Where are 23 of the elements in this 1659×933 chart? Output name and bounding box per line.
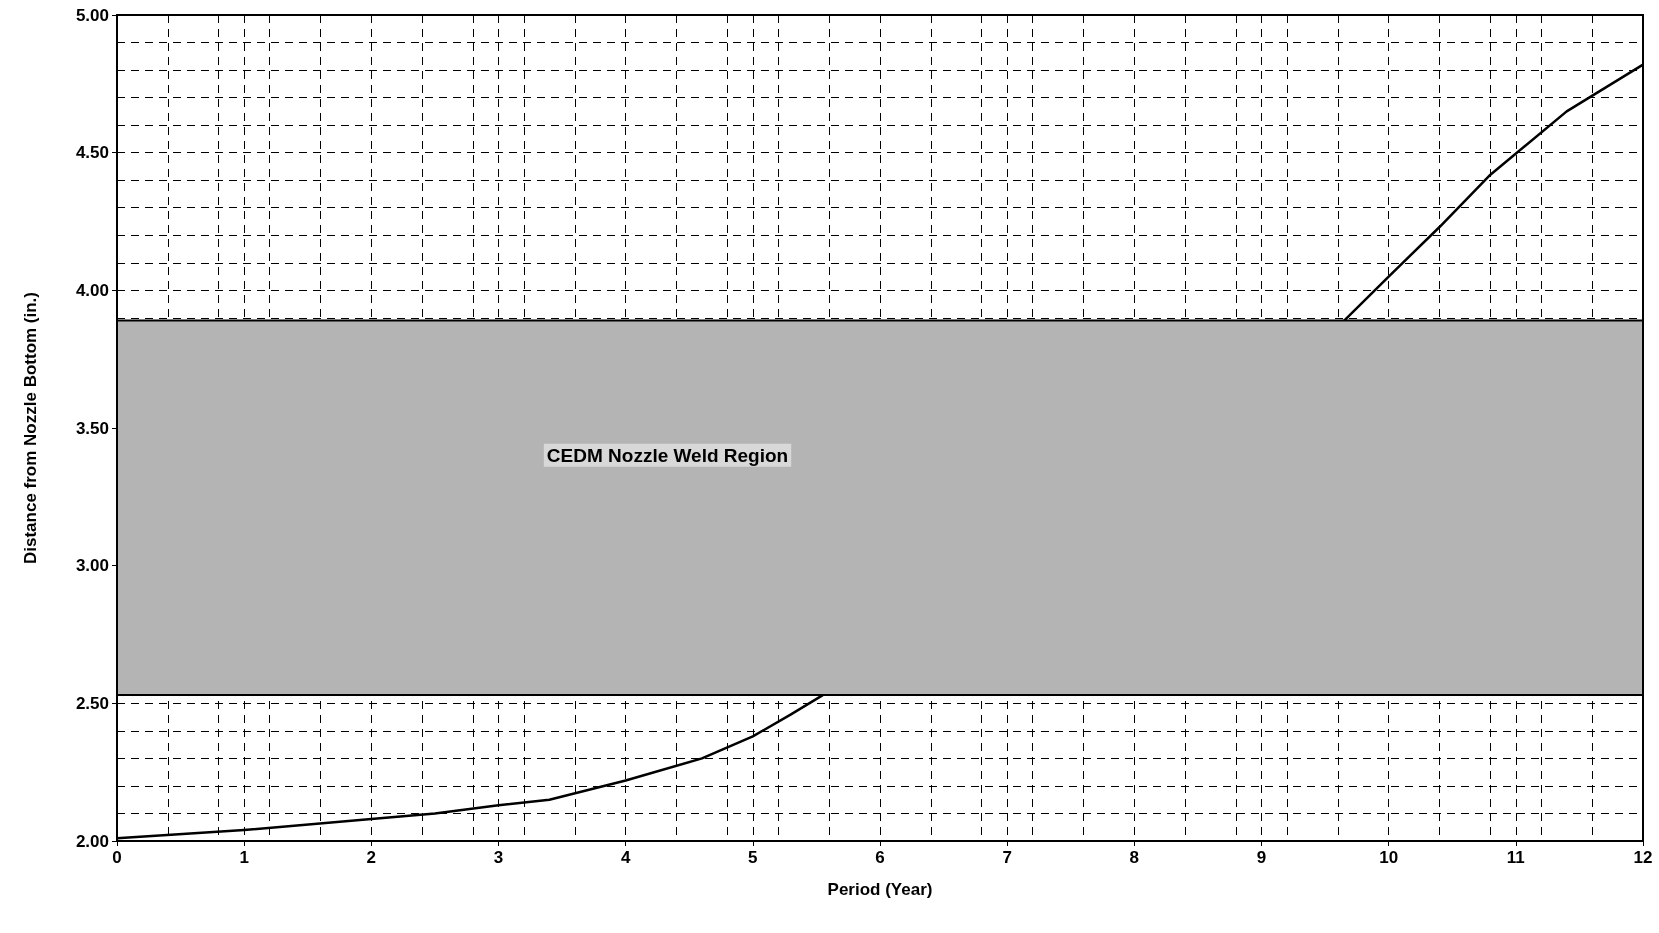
x-tick-label: 6 — [875, 848, 885, 867]
x-tick-label: 3 — [493, 848, 504, 867]
x-tick-label: 8 — [1129, 848, 1140, 867]
x-tick-label: 0 — [112, 848, 122, 867]
y-tick-label: 2.50 — [75, 693, 109, 713]
y-tick-label: 2.00 — [75, 831, 109, 851]
x-tick-label: 11 — [1506, 848, 1525, 867]
y-tick-label: 3.50 — [75, 418, 109, 438]
y-tick-label: 3.00 — [75, 556, 109, 576]
y-tick-label: 4.50 — [75, 143, 109, 163]
x-tick-label: 2 — [366, 848, 377, 867]
band-label: CEDM Nozzle Weld Region — [546, 444, 789, 466]
x-axis-title: Period (Year) — [827, 880, 933, 899]
x-tick-label: 10 — [1379, 848, 1399, 867]
y-tick-label: 4.00 — [75, 280, 109, 300]
y-axis-title: Distance from Nozzle Bottom (in.) — [21, 291, 40, 565]
x-tick-label: 7 — [1002, 848, 1012, 867]
x-tick-label: 1 — [239, 848, 249, 867]
x-tick-label: 12 — [1633, 848, 1653, 867]
x-tick-label: 9 — [1256, 848, 1267, 867]
x-tick-label: 5 — [748, 848, 758, 867]
y-tick-label: 5.00 — [75, 5, 109, 25]
x-tick-label: 4 — [620, 848, 631, 867]
